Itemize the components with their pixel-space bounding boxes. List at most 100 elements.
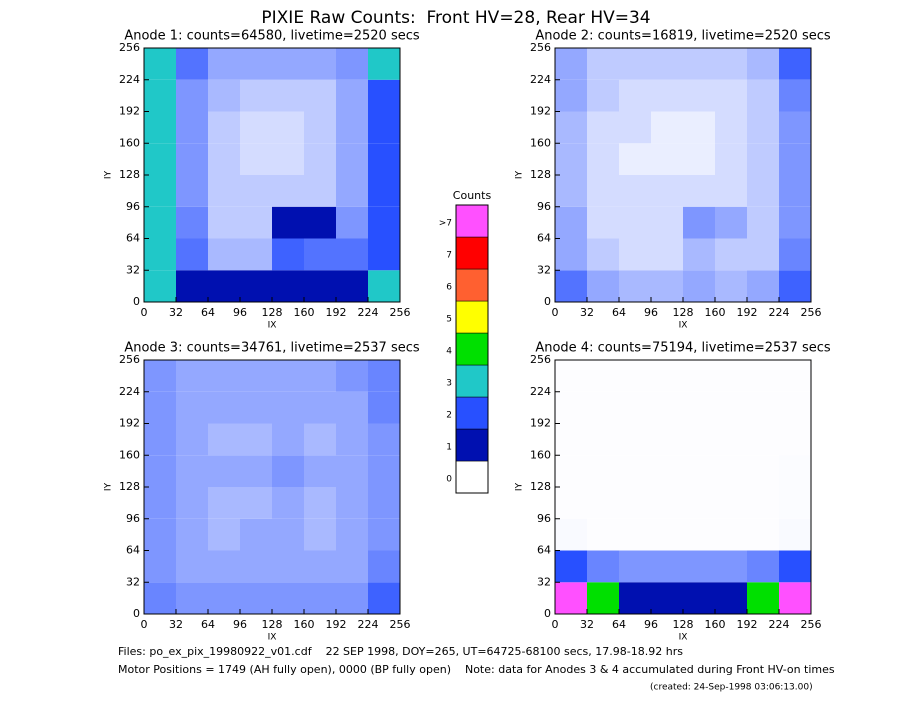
heat-cell [176, 487, 208, 519]
heat-cell [336, 48, 368, 80]
heat-cell [683, 143, 715, 175]
heat-cell [651, 518, 683, 551]
heat-cell [368, 270, 400, 302]
heat-cell [208, 360, 240, 392]
heat-cell [555, 111, 587, 144]
heat-cell [683, 582, 715, 614]
y-tick-label: 128 [119, 480, 140, 493]
y-tick-label: 256 [119, 353, 140, 366]
y-axis-label: IY [104, 170, 114, 179]
heat-cell [587, 111, 619, 144]
heat-cell [144, 582, 176, 614]
colorbar-box [455, 396, 489, 430]
heat-cell [779, 270, 811, 302]
heat-cell [144, 238, 176, 271]
heat-cell [651, 238, 683, 271]
heat-cell [368, 360, 400, 392]
heat-cell [587, 423, 619, 456]
heat-cell [683, 455, 715, 487]
heat-cell [368, 206, 400, 239]
heat-cell [683, 48, 715, 80]
heat-cell [336, 455, 368, 487]
heat-cell [208, 143, 240, 175]
heat-cell [208, 48, 240, 80]
heat-cell [144, 48, 176, 80]
heat-cell [240, 79, 272, 112]
heat-cell [715, 487, 747, 519]
heat-cell [619, 518, 651, 551]
heat-cell [587, 270, 619, 302]
heat-cell [176, 391, 208, 424]
x-axis-label: IX [679, 633, 688, 643]
heat-cell [336, 360, 368, 392]
heat-cell [555, 143, 587, 175]
heat-cell [555, 48, 587, 80]
x-tick-label: 192 [326, 306, 347, 319]
heat-cell [651, 79, 683, 112]
heat-cell [651, 48, 683, 80]
heat-cell [176, 206, 208, 239]
x-tick-label: 128 [673, 618, 694, 631]
heat-cell [368, 48, 400, 80]
heat-cell [683, 423, 715, 456]
heat-cell [555, 423, 587, 456]
y-tick-label: 224 [530, 73, 551, 86]
heat-cell [587, 391, 619, 424]
heat-cell [208, 206, 240, 239]
heat-cell [272, 270, 304, 302]
heat-cell [304, 79, 336, 112]
panel-title: Anode 1: counts=64580, livetime=2520 sec… [124, 29, 420, 44]
colorbar-label: 0 [446, 475, 452, 485]
x-tick-label: 256 [390, 306, 411, 319]
heat-cell [587, 48, 619, 80]
y-tick-label: 0 [544, 295, 551, 308]
heat-cell [144, 143, 176, 175]
heat-cell [144, 360, 176, 392]
heat-cell [779, 360, 811, 392]
heat-cell [779, 550, 811, 583]
heat-cell [715, 360, 747, 392]
heat-cell [651, 111, 683, 144]
heat-cell [715, 391, 747, 424]
y-tick-label: 64 [126, 232, 140, 245]
colorbar-title: Counts [453, 189, 492, 202]
x-axis-label: IX [268, 321, 277, 331]
heat-cell [176, 79, 208, 112]
y-tick-label: 160 [530, 136, 551, 149]
heat-cell [208, 550, 240, 583]
heat-cell [240, 550, 272, 583]
heat-cell [651, 455, 683, 487]
heat-cell [715, 455, 747, 487]
heat-cell [651, 550, 683, 583]
heat-cell [683, 518, 715, 551]
heat-cell [336, 518, 368, 551]
colorbar-label: 7 [446, 251, 452, 261]
heat-cell [272, 455, 304, 487]
heat-cell [619, 206, 651, 239]
heat-cell [368, 550, 400, 583]
heat-cell [555, 238, 587, 271]
heat-cell [747, 143, 779, 175]
heat-cell [240, 143, 272, 175]
heat-cell [272, 143, 304, 175]
heat-cell [272, 206, 304, 239]
x-tick-label: 256 [801, 306, 822, 319]
heat-cell [619, 270, 651, 302]
heat-cell [272, 111, 304, 144]
heat-cell [555, 206, 587, 239]
y-tick-label: 96 [537, 512, 551, 525]
heat-cell [304, 582, 336, 614]
heat-cell [272, 175, 304, 207]
x-tick-label: 160 [294, 306, 315, 319]
colorbar-label: >7 [439, 219, 452, 229]
heat-cell [779, 423, 811, 456]
heat-cell [619, 79, 651, 112]
heat-cell [683, 487, 715, 519]
heat-cell [715, 175, 747, 207]
heat-cell [240, 518, 272, 551]
panel-title: Anode 2: counts=16819, livetime=2520 sec… [535, 29, 831, 44]
heat-cell [683, 175, 715, 207]
heat-cell [587, 238, 619, 271]
y-tick-label: 224 [530, 385, 551, 398]
